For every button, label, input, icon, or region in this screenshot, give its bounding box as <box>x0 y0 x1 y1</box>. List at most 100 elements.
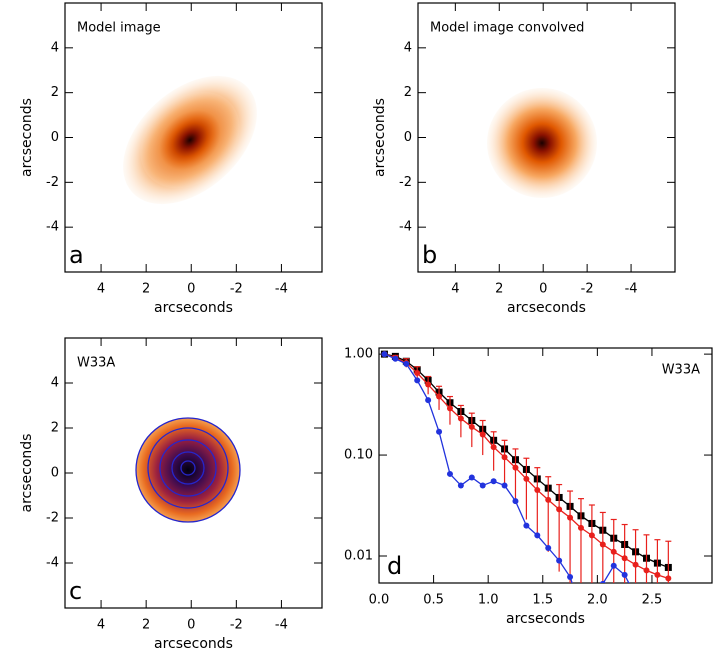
data-point <box>479 431 486 438</box>
data-point <box>567 573 574 580</box>
data-point <box>633 593 639 599</box>
data-point <box>425 397 432 404</box>
panel-label: d <box>387 552 402 580</box>
data-point <box>610 548 617 555</box>
x-tick-label: 2.0 <box>587 593 608 608</box>
x-tick-label: 2 <box>142 282 150 297</box>
y-tick-label: 4 <box>51 40 59 55</box>
data-point <box>436 428 443 435</box>
data-point <box>501 482 508 489</box>
panel-label: c <box>69 577 82 605</box>
data-point <box>523 522 530 529</box>
data-point <box>577 524 584 531</box>
y-tick-label: -4 <box>46 556 59 571</box>
panel-title: Model image <box>77 21 161 36</box>
data-point <box>534 532 541 539</box>
data-point <box>436 393 443 400</box>
x-tick-label: -4 <box>625 282 638 297</box>
plot-frame <box>378 347 713 584</box>
data-point <box>556 506 563 513</box>
y-tick-label: 4 <box>404 40 412 55</box>
y-tick-label: 2 <box>51 85 59 100</box>
x-tick-label: -4 <box>275 282 288 297</box>
data-point <box>490 478 497 485</box>
x-tick-label: 0 <box>187 618 195 633</box>
data-point <box>632 561 639 568</box>
data-point <box>381 351 388 358</box>
series-line <box>384 353 630 583</box>
x-tick-label: -4 <box>275 618 288 633</box>
blob-a <box>123 75 257 205</box>
data-point <box>567 514 574 521</box>
y-axis-label: arcseconds <box>372 98 388 177</box>
data-point <box>446 470 453 477</box>
data-point <box>446 405 453 412</box>
blob-b <box>487 88 597 198</box>
y-tick-label: -4 <box>399 220 412 235</box>
chart-title: W33A <box>662 363 700 378</box>
x-tick-label: 4 <box>97 618 105 633</box>
x-axis-label: arcseconds <box>506 611 585 627</box>
y-tick-label: 0 <box>404 130 412 145</box>
x-tick-label: 0.5 <box>423 593 444 608</box>
panel-title: Model image convolved <box>430 21 584 36</box>
data-point <box>468 423 475 430</box>
data-point <box>468 474 475 481</box>
x-tick-label: -2 <box>230 618 243 633</box>
x-tick-label: 4 <box>451 282 459 297</box>
x-tick-label: 0 <box>187 282 195 297</box>
x-tick-label: 0.0 <box>369 593 390 608</box>
data-point <box>599 580 606 583</box>
x-tick-label: 2 <box>142 618 150 633</box>
data-point <box>425 381 432 388</box>
data-point <box>392 355 399 362</box>
x-tick-label: 1.0 <box>478 593 499 608</box>
data-point <box>621 571 628 578</box>
x-axis-label: arcseconds <box>154 636 233 652</box>
data-point <box>621 555 628 562</box>
y-axis-label: arcseconds <box>19 434 35 513</box>
data-point <box>501 454 508 461</box>
y-tick-label: -2 <box>46 175 59 190</box>
panel-label: b <box>422 241 437 269</box>
data-point <box>556 557 563 564</box>
blob-c <box>135 417 241 523</box>
x-tick-label: -2 <box>230 282 243 297</box>
y-tick-label: 2 <box>404 85 412 100</box>
y-tick-label: 4 <box>51 376 59 391</box>
data-point <box>545 496 552 503</box>
y-tick-label: 0.10 <box>344 448 373 463</box>
x-tick-label: 1.5 <box>532 593 553 608</box>
x-axis-label: arcseconds <box>507 300 586 316</box>
panel-title: W33A <box>77 356 115 371</box>
data-point <box>610 562 617 569</box>
x-axis-label: arcseconds <box>154 300 233 316</box>
data-point <box>414 377 421 384</box>
data-point <box>523 475 530 482</box>
x-tick-label: 0 <box>539 282 547 297</box>
x-tick-label: 2 <box>495 282 503 297</box>
data-point <box>643 567 650 574</box>
data-point <box>588 532 595 539</box>
y-tick-label: 0 <box>51 466 59 481</box>
data-point <box>545 544 552 551</box>
data-point <box>403 360 410 367</box>
data-point <box>479 482 486 489</box>
y-tick-label: -2 <box>46 511 59 526</box>
data-point <box>490 444 497 451</box>
data-point <box>457 482 464 489</box>
x-tick-label: -2 <box>581 282 594 297</box>
data-point <box>665 575 672 582</box>
y-tick-label: -2 <box>399 175 412 190</box>
y-tick-label: 2 <box>51 421 59 436</box>
y-tick-label: 0.01 <box>344 548 373 563</box>
plot-area <box>380 350 672 599</box>
data-point <box>654 571 661 578</box>
data-point <box>457 415 464 422</box>
y-axis-label: arcseconds <box>19 98 35 177</box>
data-point <box>534 487 541 494</box>
y-tick-label: 1.00 <box>344 347 373 362</box>
x-tick-label: 4 <box>97 282 105 297</box>
x-tick-label: 2.5 <box>642 593 663 608</box>
